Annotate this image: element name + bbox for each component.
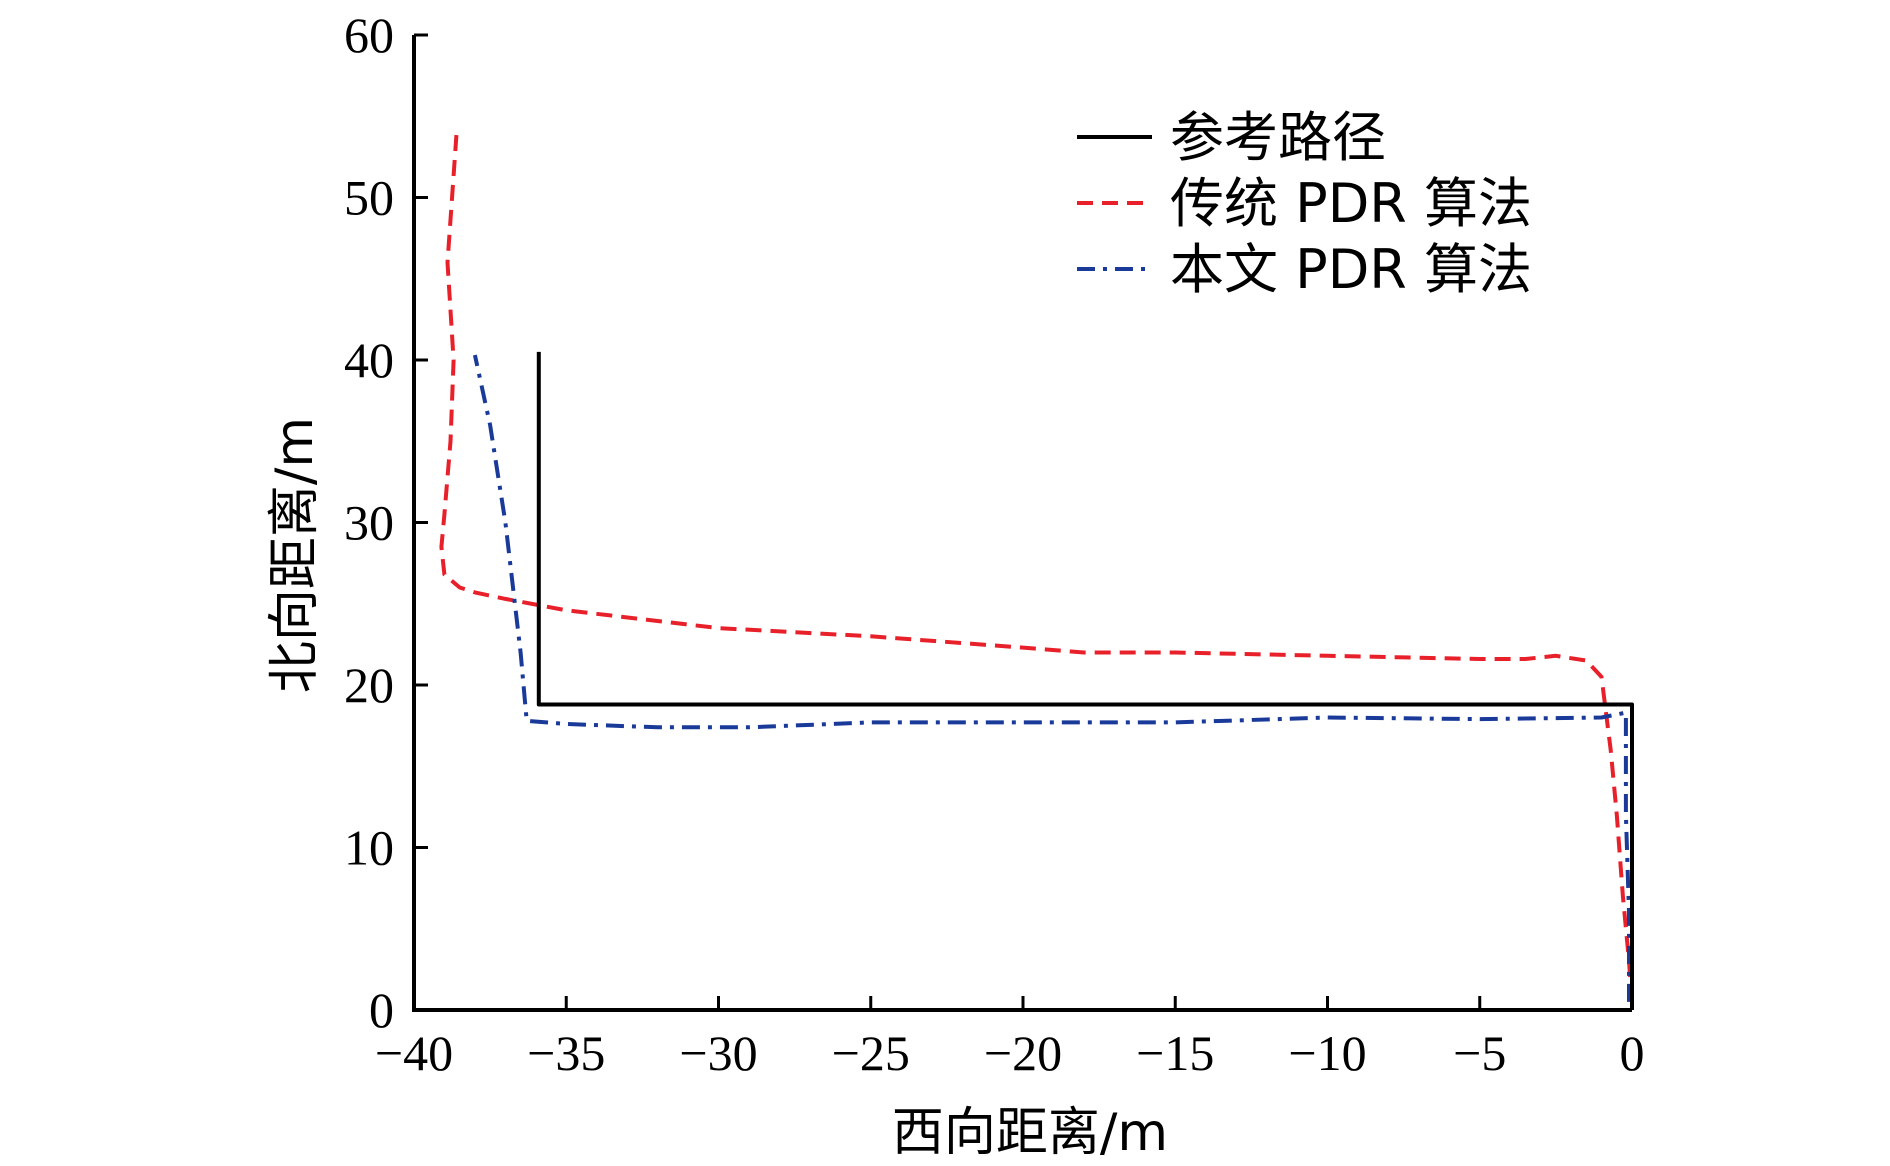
x-tick-label: −35: [527, 1025, 605, 1081]
series-line-2: [472, 354, 1631, 1002]
y-tick-label: 50: [344, 170, 394, 226]
x-tick-label: −20: [984, 1025, 1062, 1081]
x-axis-title: 西向距离/m: [892, 1103, 1168, 1163]
y-tick-label: 10: [344, 820, 394, 876]
x-tick-label: −5: [1453, 1025, 1506, 1081]
x-tick-label: 0: [1620, 1025, 1645, 1081]
y-ticks: 0 10 20 30 40 50 60: [344, 7, 428, 1038]
y-tick-label: 20: [344, 657, 394, 713]
y-tick-label: 60: [344, 7, 394, 63]
legend-label: 参考路径: [1170, 106, 1386, 169]
series-line-1: [439, 132, 1634, 1003]
x-tick-label: −15: [1136, 1025, 1214, 1081]
y-tick-label: 30: [344, 495, 394, 551]
x-ticks: −40 −35 −30 −25 −20 −15 −10 −5 0: [375, 996, 1645, 1081]
x-tick-label: −10: [1288, 1025, 1366, 1081]
series-line-0: [536, 351, 1634, 1010]
y-axis-title: 北向距离/m: [265, 417, 325, 693]
legend-label: 本文 PDR 算法: [1170, 238, 1532, 301]
y-tick-label: 40: [344, 332, 394, 388]
y-tick-label: 0: [369, 982, 394, 1038]
x-tick-label: −30: [679, 1025, 757, 1081]
legend-label: 传统 PDR 算法: [1170, 172, 1532, 235]
series-layer: [439, 132, 1634, 1010]
x-tick-label: −25: [832, 1025, 910, 1081]
x-tick-label: −40: [375, 1025, 453, 1081]
plot-area: −40 −35 −30 −25 −20 −15 −10 −5 0 0 10 20 30 40 50 60: [344, 7, 1645, 1081]
